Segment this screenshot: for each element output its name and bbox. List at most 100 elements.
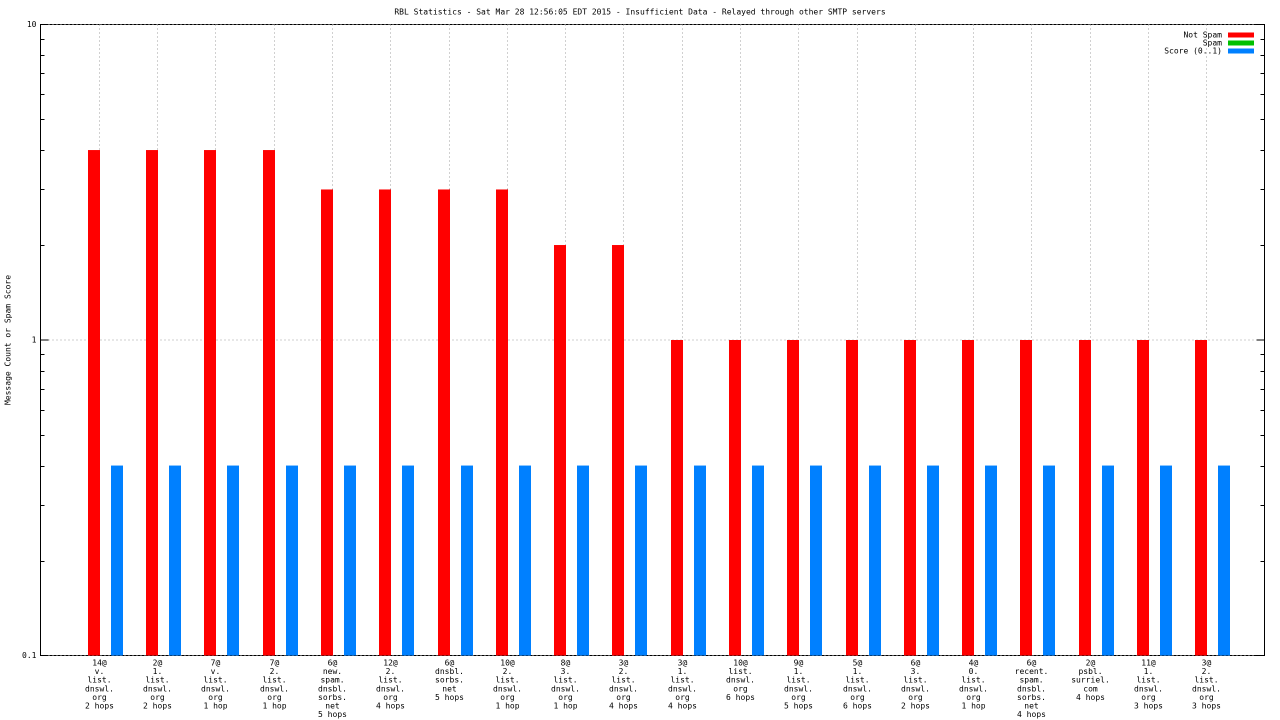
x-tick-label-line: new. [323,667,342,676]
x-tick-label-line: com [1083,684,1098,693]
x-tick-label-line: org [908,692,923,701]
x-tick-label-line: dnswl. [260,684,289,693]
x-tick-label-line: dnswl. [376,684,405,693]
bar [810,465,822,656]
x-tick-label-line: 2 hops [143,701,172,710]
x-tick-label-line: 10@ [500,658,515,667]
x-tick-label-line: 2@ [153,658,163,667]
x-tick-label-line: 6@ [328,658,338,667]
x-tick-label-line: recent. [1015,667,1049,676]
bar [227,465,239,656]
legend-swatch [1228,32,1254,38]
x-tick-label-line: list. [378,675,402,684]
x-tick-label-line: spam. [320,675,344,684]
x-tick-label-line: list. [961,675,985,684]
x-tick-label: 6@ recent. spam. dnsbl. sorbs. net 4 hops [1015,658,1049,719]
x-tick-label-line: 4 hops [609,701,638,710]
x-tick-label-line: 12@ [383,658,398,667]
x-tick-label-line: 6 hops [726,692,755,701]
x-tick-label-line: dnsbl. [318,684,347,693]
x-tick-label: 12@ 2. list. dnswl. org 4 hops [376,658,405,710]
x-tick-label-line: 6@ [445,658,455,667]
x-tick-label-line: dnswl. [551,684,580,693]
x-tick-label-line: 7@ [270,658,280,667]
x-tick-label-line: 3. [911,667,921,676]
x-tick-label-line: surriel. [1071,675,1110,684]
x-tick-label-line: dnswl. [843,684,872,693]
x-tick-label-line: org [850,692,865,701]
x-tick-label-line: list. [553,675,577,684]
bar [1160,465,1172,656]
x-tick-label-line: 6@ [911,658,921,667]
x-tick-label-line: 2. [270,667,280,676]
x-tick-label-line: 1. [1144,667,1154,676]
x-tick-label-line: 1 hop [495,701,519,710]
x-tick-label: 11@ 1. list. dnswl. org 3 hops [1134,658,1163,710]
x-tick-label: 10@ list. dnswl. org 6 hops [726,658,755,701]
x-tick-label-line: v. [211,667,221,676]
x-tick-label-line: list. [1194,675,1218,684]
bar [496,189,508,656]
x-tick-label-line: 3@ [1202,658,1212,667]
x-tick-label-line: 3@ [619,658,629,667]
bar [1043,465,1055,656]
legend-label: Spam [1203,39,1222,48]
bar [519,465,531,656]
x-tick-label-line: org [267,692,282,701]
y-tick-label: 10 [27,20,37,29]
x-tick-label-line: 14@ [92,658,107,667]
x-tick-label-line: org [500,692,515,701]
x-tick-label-line: 7@ [211,658,221,667]
bar [344,465,356,656]
x-tick-label-line: 2. [1202,667,1212,676]
x-tick-label-line: org [383,692,398,701]
bar [438,189,450,656]
chart-title: RBL Statistics - Sat Mar 28 12:56:05 EDT… [394,8,885,17]
x-tick-label: 2@ 1. list. dnswl. org 2 hops [143,658,172,710]
x-tick-label: 7@ v. list. dnswl. org 1 hop [201,658,230,710]
x-tick-label: 8@ 3. list. dnswl. org 1 hop [551,658,580,710]
bar [694,465,706,656]
bar [787,340,799,656]
x-tick-label: 10@ 2. list. dnswl. org 1 hop [493,658,522,710]
x-tick-label-line: dnswl. [493,684,522,693]
x-tick-label-line: 4@ [969,658,979,667]
x-tick-label-line: 2@ [1086,658,1096,667]
x-tick-label-line: org [208,692,223,701]
bar [379,189,391,656]
x-tick-label-line: 1 hop [262,701,286,710]
x-tick-label-line: list. [670,675,694,684]
x-tick-label-line: 1. [678,667,688,676]
x-tick-label-line: 5 hops [784,701,813,710]
bar [846,340,858,656]
x-tick-label-line: org [966,692,981,701]
x-tick-label-line: dnswl. [784,684,813,693]
x-tick-label-line: 11@ [1141,658,1156,667]
x-tick-label-line: 1. [153,667,163,676]
x-tick-label: 6@ dnsbl. sorbs. net 5 hops [435,658,464,701]
x-tick-label-line: org [1199,692,1214,701]
bar [1020,340,1032,656]
bar [286,465,298,656]
x-tick-label-line: net [1024,701,1039,710]
x-tick-label-line: dnswl. [201,684,230,693]
x-tick-label-line: dnswl. [143,684,172,693]
y-axis-label: Message Count or Spam Score [4,275,13,405]
x-tick-label-line: list. [145,675,169,684]
x-tick-label-line: 3 hops [1192,701,1221,710]
x-tick-label: 6@ 3. list. dnswl. org 2 hops [901,658,930,710]
x-tick-label-line: 1 hop [961,701,985,710]
bar [729,340,741,656]
x-tick-label-line: 5 hops [435,692,464,701]
x-tick-label-line: list. [611,675,635,684]
x-tick-label: 2@ psbl. surriel. com 4 hops [1071,658,1110,701]
x-tick-label-line: org [616,692,631,701]
bar [146,150,158,656]
bar [88,150,100,656]
x-tick-label: 3@ 1. list. dnswl. org 4 hops [668,658,697,710]
bar [263,150,275,656]
x-tick-label-line: org [150,692,165,701]
x-tick-label-line: list. [786,675,810,684]
x-tick-label: 3@ 2. list. dnswl. org 3 hops [1192,658,1221,710]
bar [904,340,916,656]
